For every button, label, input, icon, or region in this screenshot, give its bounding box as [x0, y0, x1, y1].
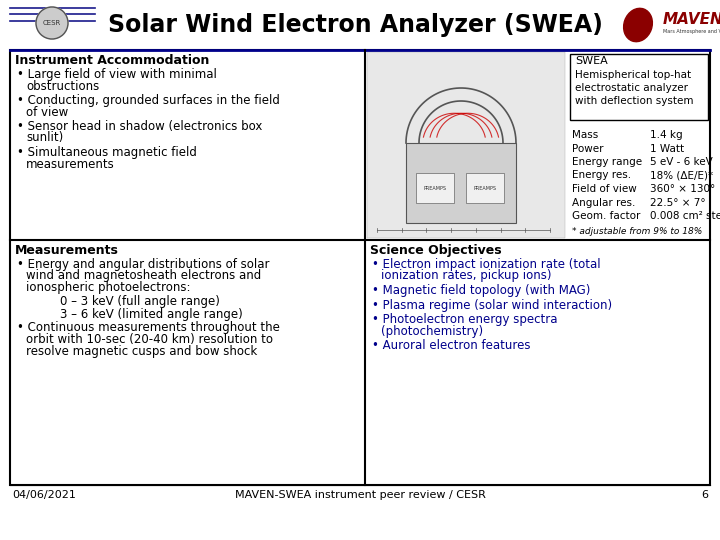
Text: • Electron impact ionization rate (total: • Electron impact ionization rate (total [372, 258, 600, 271]
Text: • Energy and angular distributions of solar: • Energy and angular distributions of so… [17, 258, 269, 271]
Text: measurements: measurements [26, 158, 114, 171]
Text: Instrument Accommodation: Instrument Accommodation [15, 54, 210, 67]
FancyBboxPatch shape [10, 50, 710, 485]
Text: CESR: CESR [43, 20, 61, 26]
Text: 04/06/2021: 04/06/2021 [12, 490, 76, 500]
Text: obstructions: obstructions [26, 79, 99, 92]
Text: • Sensor head in shadow (electronics box: • Sensor head in shadow (electronics box [17, 120, 262, 133]
Text: Field of view: Field of view [572, 184, 636, 194]
Text: 22.5° × 7°: 22.5° × 7° [650, 198, 706, 207]
Text: • Conducting, grounded surfaces in the field: • Conducting, grounded surfaces in the f… [17, 94, 280, 107]
Text: 3 – 6 keV (limited angle range): 3 – 6 keV (limited angle range) [60, 308, 243, 321]
Text: Geom. factor: Geom. factor [572, 211, 640, 221]
Text: (photochemistry): (photochemistry) [381, 325, 483, 338]
Text: SWEA: SWEA [575, 56, 608, 66]
Text: 0 – 3 keV (full angle range): 0 – 3 keV (full angle range) [60, 294, 220, 307]
Text: PREAMPS: PREAMPS [474, 186, 497, 191]
Ellipse shape [624, 8, 652, 42]
Text: * adjustable from 9% to 18%: * adjustable from 9% to 18% [572, 226, 702, 235]
Text: 1 Watt: 1 Watt [650, 144, 684, 153]
FancyBboxPatch shape [570, 54, 708, 120]
Text: Angular res.: Angular res. [572, 198, 635, 207]
Text: sunlit): sunlit) [26, 132, 63, 145]
Text: Energy range: Energy range [572, 157, 642, 167]
Text: • Large field of view with minimal: • Large field of view with minimal [17, 68, 217, 81]
Text: 0.008 cm² ster: 0.008 cm² ster [650, 211, 720, 221]
Text: 18% (ΔE/E)*: 18% (ΔE/E)* [650, 171, 713, 180]
Text: • Continuous measurements throughout the: • Continuous measurements throughout the [17, 321, 280, 334]
Text: wind and magnetosheath electrons and: wind and magnetosheath electrons and [26, 269, 261, 282]
Text: ionization rates, pickup ions): ionization rates, pickup ions) [381, 269, 552, 282]
Text: ionospheric photoelectrons:: ionospheric photoelectrons: [26, 281, 191, 294]
Text: orbit with 10-sec (20-40 km) resolution to: orbit with 10-sec (20-40 km) resolution … [26, 333, 273, 346]
Text: 1.4 kg: 1.4 kg [650, 130, 683, 140]
Circle shape [36, 7, 68, 39]
Text: MAVEN: MAVEN [663, 12, 720, 28]
FancyBboxPatch shape [406, 143, 516, 223]
FancyBboxPatch shape [367, 52, 565, 238]
Text: 6: 6 [701, 490, 708, 500]
Text: Measurements: Measurements [15, 244, 119, 257]
Text: Science Objectives: Science Objectives [370, 244, 502, 257]
Text: • Auroral electron features: • Auroral electron features [372, 339, 531, 352]
Text: Mass: Mass [572, 130, 598, 140]
Text: Power: Power [572, 144, 603, 153]
Text: of view: of view [26, 105, 68, 118]
Text: Energy res.: Energy res. [572, 171, 631, 180]
Text: • Photoelectron energy spectra: • Photoelectron energy spectra [372, 313, 557, 326]
Text: Mars Atmosphere and Volatile EvolutioN Mission: Mars Atmosphere and Volatile EvolutioN M… [663, 30, 720, 35]
Text: • Magnetic field topology (with MAG): • Magnetic field topology (with MAG) [372, 284, 590, 297]
Text: MAVEN-SWEA instrument peer review / CESR: MAVEN-SWEA instrument peer review / CESR [235, 490, 485, 500]
Text: • Simultaneous magnetic field: • Simultaneous magnetic field [17, 146, 197, 159]
Text: 360° × 130°: 360° × 130° [650, 184, 715, 194]
Text: Solar Wind Electron Analyzer (SWEA): Solar Wind Electron Analyzer (SWEA) [107, 13, 603, 37]
Text: 5 eV - 6 keV: 5 eV - 6 keV [650, 157, 713, 167]
FancyBboxPatch shape [466, 173, 504, 203]
Text: • Plasma regime (solar wind interaction): • Plasma regime (solar wind interaction) [372, 299, 612, 312]
Text: resolve magnetic cusps and bow shock: resolve magnetic cusps and bow shock [26, 345, 257, 357]
Text: Hemispherical top-hat
electrostatic analyzer
with deflection system: Hemispherical top-hat electrostatic anal… [575, 70, 693, 106]
FancyBboxPatch shape [416, 173, 454, 203]
Text: PREAMPS: PREAMPS [423, 186, 446, 191]
